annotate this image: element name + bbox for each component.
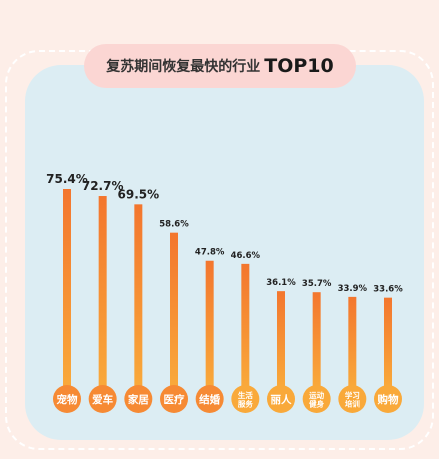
bar-base-circle-3	[124, 385, 153, 413]
bar-2	[98, 196, 107, 387]
bar-base-circle-4	[160, 385, 188, 413]
value-label-9: 33.9%	[338, 284, 368, 294]
bar-3	[134, 204, 143, 387]
bar-7	[277, 291, 285, 387]
value-label-8: 35.7%	[302, 279, 332, 289]
category-label-6: 生活服务	[238, 390, 253, 409]
bar-base-circle-7	[267, 385, 295, 413]
category-label-2: 爱车	[92, 393, 113, 406]
bar-base-circle-5	[195, 385, 224, 413]
category-label-8: 运动健身	[309, 390, 324, 409]
chart-title-pill: 复苏期间恢复最快的行业 TOP10	[84, 44, 356, 88]
category-label-5: 结婚	[199, 393, 220, 406]
bar-10	[384, 297, 392, 387]
value-label-4: 58.6%	[159, 220, 189, 230]
bar-6	[241, 263, 250, 387]
value-label-7: 36.1%	[266, 278, 296, 288]
value-label-1: 75.4%	[46, 172, 88, 186]
bar-5	[205, 260, 214, 387]
value-label-3: 69.5%	[118, 187, 160, 201]
value-label-5: 47.8%	[195, 248, 225, 258]
category-label-7: 丽人	[271, 393, 292, 406]
bar-base-circle-2	[88, 385, 117, 413]
category-label-9: 学习培训	[345, 390, 360, 409]
bar-8	[312, 292, 321, 387]
bar-base-circle-8	[302, 385, 331, 413]
value-label-2: 72.7%	[82, 179, 124, 193]
bar-4	[170, 232, 178, 387]
category-label-10: 购物	[378, 393, 399, 406]
category-label-1: 宠物	[57, 393, 78, 406]
bar-base-circle-9	[338, 385, 367, 413]
chart-panel	[25, 65, 424, 440]
bar-base-circle-1	[53, 385, 81, 413]
bar-1	[63, 189, 71, 387]
value-label-10: 33.6%	[373, 285, 403, 295]
category-label-3: 家居	[128, 393, 149, 406]
category-label-4: 医疗	[164, 393, 185, 406]
bar-base-circle-10	[374, 385, 402, 413]
value-label-6: 46.6%	[231, 251, 261, 261]
chart-title-highlight: TOP10	[264, 55, 334, 77]
bar-9	[348, 296, 357, 387]
chart-title: 复苏期间恢复最快的行业	[106, 59, 261, 75]
bar-base-circle-6	[231, 385, 260, 413]
